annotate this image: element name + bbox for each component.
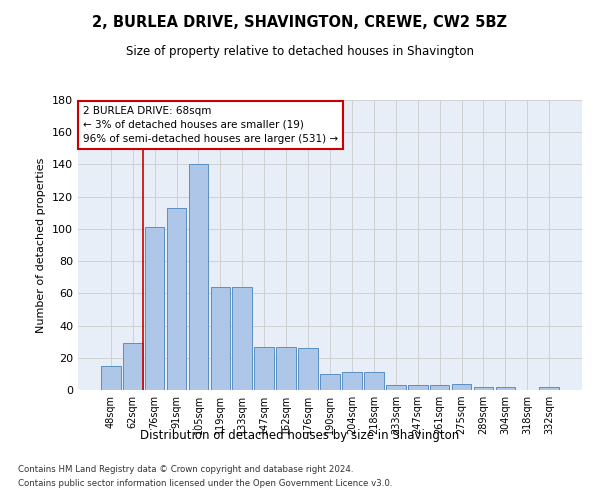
Bar (539, 387, 559, 390)
Bar (364, 372, 384, 390)
Bar (232, 287, 252, 390)
Text: Distribution of detached houses by size in Shavington: Distribution of detached houses by size … (140, 428, 460, 442)
Bar (145, 228, 164, 390)
Bar (276, 346, 296, 390)
Bar (188, 164, 208, 390)
Bar (496, 387, 515, 390)
Bar (320, 374, 340, 390)
Text: 2, BURLEA DRIVE, SHAVINGTON, CREWE, CW2 5BZ: 2, BURLEA DRIVE, SHAVINGTON, CREWE, CW2 … (92, 15, 508, 30)
Bar (101, 366, 121, 390)
Text: 2 BURLEA DRIVE: 68sqm
← 3% of detached houses are smaller (19)
96% of semi-detac: 2 BURLEA DRIVE: 68sqm ← 3% of detached h… (83, 106, 338, 144)
Bar (408, 385, 428, 390)
Bar (254, 346, 274, 390)
Text: Contains HM Land Registry data © Crown copyright and database right 2024.: Contains HM Land Registry data © Crown c… (18, 466, 353, 474)
Bar (211, 287, 230, 390)
Bar (430, 385, 449, 390)
Y-axis label: Number of detached properties: Number of detached properties (37, 158, 46, 332)
Text: Size of property relative to detached houses in Shavington: Size of property relative to detached ho… (126, 45, 474, 58)
Bar (167, 208, 187, 390)
Bar (298, 348, 318, 390)
Bar (123, 344, 143, 390)
Bar (473, 387, 493, 390)
Bar (452, 384, 472, 390)
Text: Contains public sector information licensed under the Open Government Licence v3: Contains public sector information licen… (18, 479, 392, 488)
Bar (342, 372, 362, 390)
Bar (386, 385, 406, 390)
